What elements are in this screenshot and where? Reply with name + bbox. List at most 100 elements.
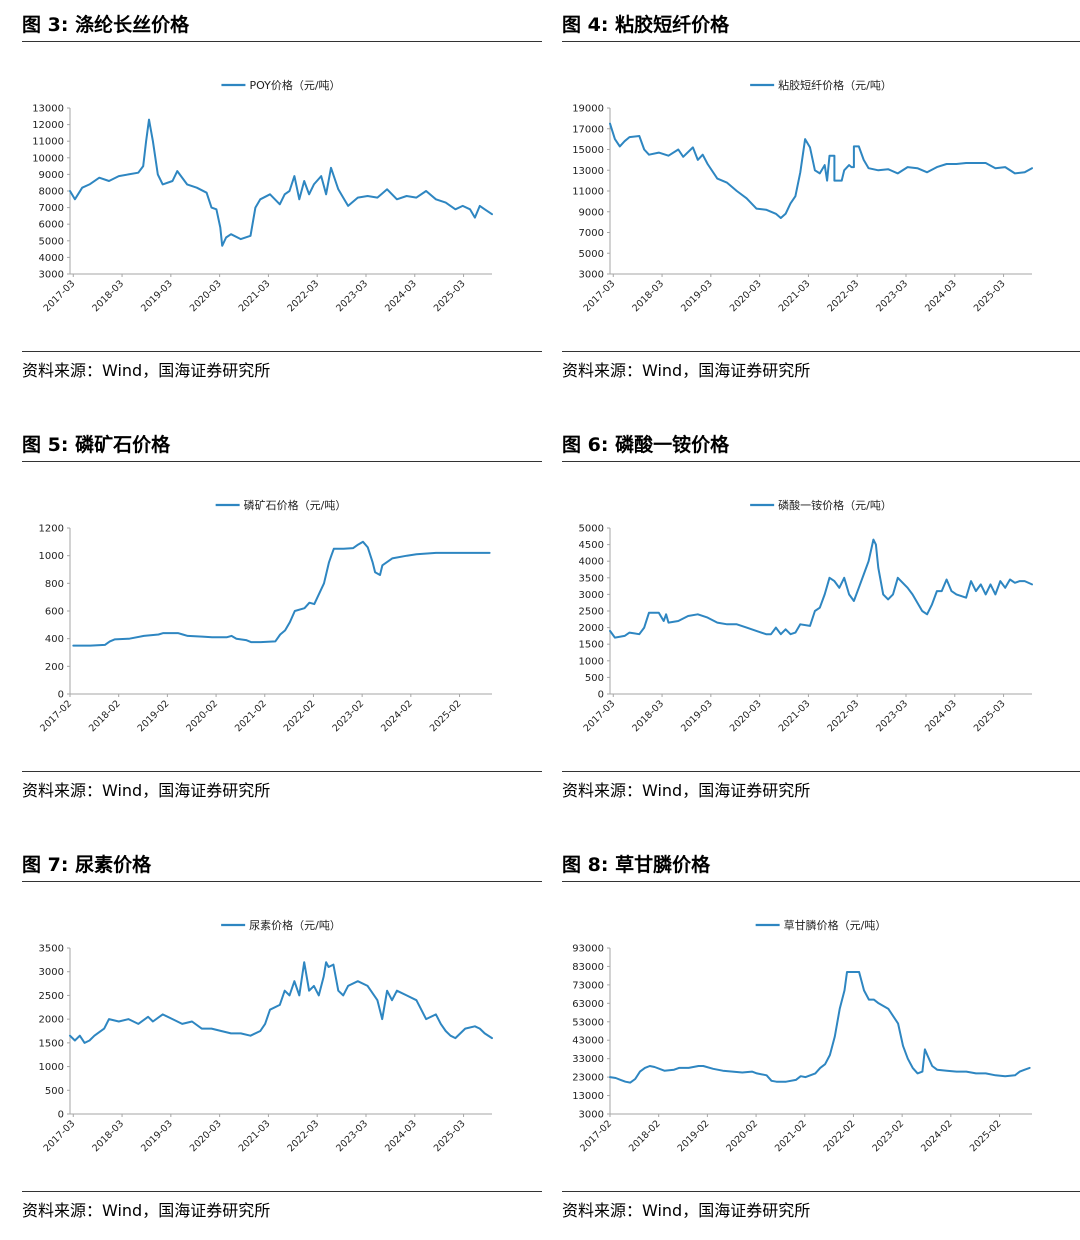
price-series-line [72,540,491,647]
title-divider [562,461,1080,462]
x-tick-label: 2022-03 [825,698,861,734]
x-tick-label: 2023-03 [874,278,910,314]
source-divider [562,771,1080,772]
y-tick-label: 3000 [579,590,604,601]
x-tick-label: 2017-03 [582,698,618,734]
chart-panel-6: 图 8: 草甘膦价格 草甘膦价格（元/吨） 3000 13000 23000 33000… [562,840,1080,1240]
y-tick-label: 2000 [39,1015,64,1026]
x-tick-label: 2025-02 [428,698,464,734]
chart-panel-2: 图 4: 粘胶短纤价格 粘胶短纤价格（元/吨） 3000 5000 7000 9000 1… [562,0,1080,400]
y-tick-label: 13000 [572,1091,604,1102]
y-tick-label: 5000 [39,236,64,247]
y-tick-label: 2500 [579,607,604,618]
legend: 草甘膦价格（元/吨） [755,918,886,932]
x-tick-label: 2024-03 [383,1118,419,1154]
y-tick-label: 4000 [579,557,604,568]
panel-title: 图 5: 磷矿石价格 [22,430,170,457]
x-tick-label: 2023-02 [870,1118,906,1154]
x-tick-label: 2024-02 [379,698,415,734]
source-divider [22,351,542,352]
source-divider [562,351,1080,352]
y-tick-label: 1000 [579,656,604,667]
x-tick-label: 2024-03 [383,278,419,314]
y-tick-label: 5000 [579,249,604,260]
chart-panel-3: 图 5: 磷矿石价格 磷矿石价格（元/吨） 0 200 400 600 800 1000 12… [22,420,542,820]
x-tick-label: 2021-03 [237,278,273,314]
y-tick-label: 500 [45,1086,64,1097]
y-tick-label: 11000 [32,137,64,148]
x-tick-label: 2018-03 [90,278,126,314]
legend: POY价格（元/吨） [221,78,341,92]
x-tick-label: 2017-03 [582,278,618,314]
y-tick-label: 0 [58,690,64,701]
y-tick-label: 93000 [572,944,604,955]
y-tick-label: 4000 [39,253,64,264]
figure-number: 图 7: [22,854,69,876]
y-tick-label: 2000 [579,623,604,634]
chart-panel-1: 图 3: 涤纶长丝价格 POY价格（元/吨） 3000 4000 5000 6000 70… [22,0,542,400]
legend-label: POY价格（元/吨） [249,78,340,92]
legend: 磷酸一铵价格（元/吨） [750,498,892,512]
title-divider [22,41,542,42]
figure-number: 图 3: [22,14,69,36]
x-tick-label: 2018-02 [627,1118,663,1154]
y-tick-label: 2500 [39,991,64,1002]
y-tick-label: 9000 [579,207,604,218]
x-tick-label: 2017-03 [42,278,78,314]
y-tick-label: 3000 [579,270,604,281]
x-tick-label: 2021-03 [237,1118,273,1154]
figure-number: 图 5: [22,434,69,456]
x-tick-label: 2023-02 [330,698,366,734]
y-tick-label: 3500 [39,944,64,955]
price-series-line [609,538,1033,639]
phosphate-rock-chart: 磷矿石价格（元/吨） 0 200 400 600 800 1000 1200 2017-02 20… [38,498,492,734]
x-tick-label: 2021-03 [777,278,813,314]
title-divider [22,461,542,462]
x-tick-label: 2020-03 [188,1118,224,1154]
panel-title: 图 3: 涤纶长丝价格 [22,10,189,37]
y-tick-label: 63000 [572,999,604,1010]
y-tick-label: 3000 [579,1110,604,1121]
x-tick-label: 2020-02 [724,1118,760,1154]
panel-title: 图 8: 草甘膦价格 [562,850,710,877]
x-tick-label: 2017-03 [42,1118,78,1154]
source-divider [22,1191,542,1192]
x-tick-label: 2018-03 [630,698,666,734]
x-tick-label: 2020-03 [188,278,224,314]
figure-number: 图 6: [562,434,609,456]
source-note: 资料来源：Wind，国海证券研究所 [562,1201,811,1220]
y-tick-label: 3000 [39,270,64,281]
polyester-filament-chart: POY价格（元/吨） 3000 4000 5000 6000 7000 8000 9000 10… [32,78,493,314]
y-tick-label: 4500 [579,540,604,551]
y-tick-label: 10000 [32,153,64,164]
y-tick-label: 43000 [572,1036,604,1047]
price-series-line [69,118,493,247]
y-tick-label: 0 [598,690,604,701]
x-tick-label: 2019-02 [136,698,172,734]
source-divider [562,1191,1080,1192]
figure-number: 图 8: [562,854,609,876]
source-divider [22,771,542,772]
figure-title: 尿素价格 [75,854,152,876]
figure-title: 涤纶长丝价格 [75,14,190,36]
y-tick-label: 5000 [579,524,604,535]
y-tick-label: 800 [45,579,64,590]
x-tick-label: 2021-02 [773,1118,809,1154]
x-tick-label: 2021-02 [233,698,269,734]
x-tick-label: 2025-03 [972,698,1008,734]
x-tick-label: 2024-02 [919,1118,955,1154]
x-tick-label: 2019-03 [139,278,175,314]
chart-panel-5: 图 7: 尿素价格 尿素价格（元/吨） 0 500 1000 1500 2000 2500 3… [22,840,542,1240]
price-series-line [609,122,1033,219]
urea-price-chart: 尿素价格（元/吨） 0 500 1000 1500 2000 2500 3000 3500 201… [39,918,493,1154]
y-tick-label: 33000 [572,1054,604,1065]
map-price-chart: 磷酸一铵价格（元/吨） 0 500 1000 1500 2000 2500 3000 3500 4… [579,498,1033,734]
source-note: 资料来源：Wind，国海证券研究所 [562,361,811,380]
x-tick-label: 2025-03 [432,278,468,314]
title-divider [22,881,542,882]
y-tick-label: 53000 [572,1017,604,1028]
legend-label: 尿素价格（元/吨） [249,918,341,932]
x-tick-label: 2024-03 [923,698,959,734]
panel-title: 图 4: 粘胶短纤价格 [562,10,729,37]
y-tick-label: 13000 [572,166,604,177]
